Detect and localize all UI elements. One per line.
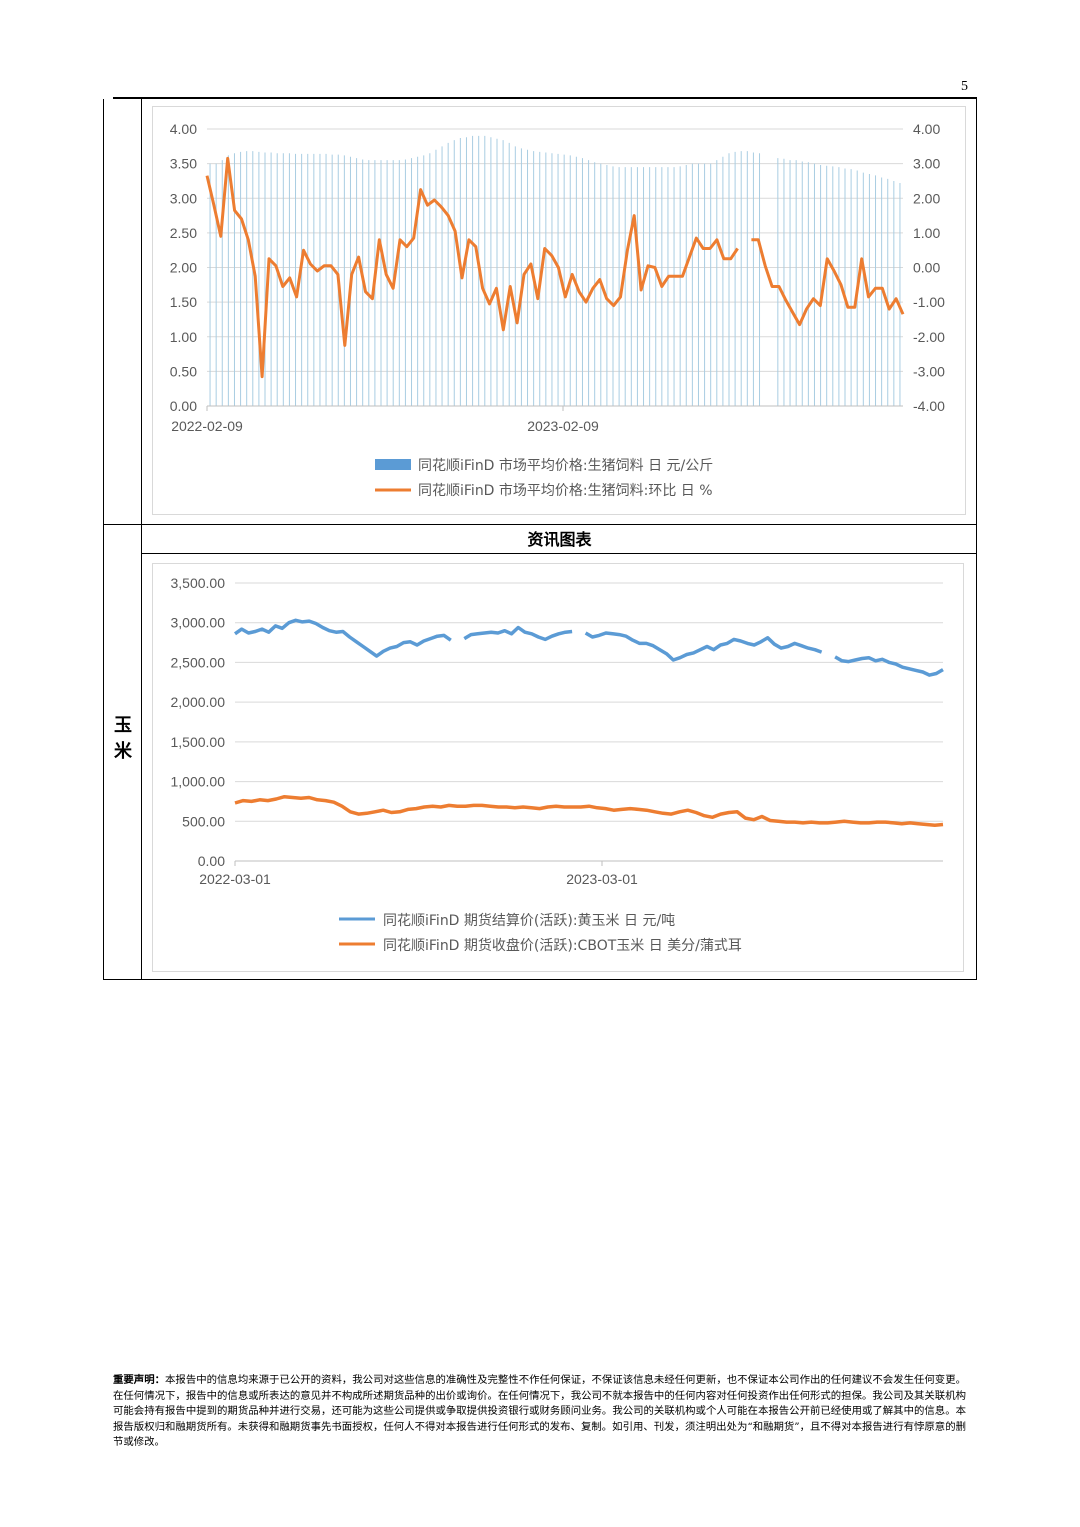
dce-corn-settlement-line (834, 655, 944, 677)
left-axis-tick-label: 1.50 (170, 294, 197, 310)
left-axis-tick-label: 4.00 (170, 121, 197, 137)
x-axis-tick-label: 2022-02-09 (171, 418, 243, 434)
corn-label-text: 玉米 (114, 715, 132, 762)
legend-label-feed-price: 同花顺iFinD 市场平均价格:生猪饲料 日 元/公斤 (418, 457, 713, 474)
y-axis-tick-label: 500.00 (182, 813, 225, 829)
table-bottom-border (103, 979, 977, 980)
left-axis-tick-label: 0.50 (170, 363, 197, 379)
y-axis-tick-label: 3,500.00 (171, 575, 226, 591)
feed-price-mom-line (751, 238, 905, 327)
table-left-border (103, 99, 104, 980)
feed-price-chart-svg: 0.00 0.50 1.00 1.50 2.00 2.50 3.00 3.50 4.00 -4.0… (170, 121, 945, 499)
left-axis-tick-label: 0.00 (170, 398, 197, 414)
disclaimer-body: 本报告中的信息均来源于已公开的资料，我公司对这些信息的准确性及完整性不作任何保证… (113, 1374, 966, 1449)
left-axis-tick-label: 1.00 (170, 329, 197, 345)
legend-label-cbot-corn: 同花顺iFinD 期货收盘价(活跃):CBOT玉米 日 美分/蒲式耳 (383, 937, 742, 954)
corn-row-label: 玉米 (104, 713, 142, 765)
disclaimer: 重要声明：本报告中的信息均来源于已公开的资料，我公司对这些信息的准确性及完整性不… (113, 1373, 966, 1451)
x-axis-tick-label: 2023-02-09 (527, 418, 599, 434)
y-axis-tick-label: 0.00 (198, 853, 225, 869)
table-row-divider (103, 524, 977, 525)
table-right-border (976, 99, 977, 980)
legend-label-dce-corn: 同花顺iFinD 期货结算价(活跃):黄玉米 日 元/吨 (383, 912, 675, 929)
right-axis-tick-label: 0.00 (913, 260, 940, 276)
y-axis-tick-label: 2,500.00 (171, 654, 226, 670)
left-axis-tick-label: 2.00 (170, 260, 197, 276)
dce-corn-settlement-line (233, 618, 452, 658)
dce-corn-settlement-line (584, 631, 823, 662)
corn-futures-chart: 0.00 500.00 1,000.00 1,500.00 2,000.00 2,500.… (152, 563, 964, 972)
table-column-divider (141, 99, 142, 980)
corn-futures-chart-svg: 0.00 500.00 1,000.00 1,500.00 2,000.00 2,500.… (171, 575, 944, 954)
y-axis-tick-label: 1,000.00 (171, 774, 226, 790)
right-axis-tick-label: -3.00 (913, 363, 945, 379)
left-axis-tick-label: 3.00 (170, 190, 197, 206)
left-axis-tick-label: 2.50 (170, 225, 197, 241)
right-axis-tick-label: 2.00 (913, 190, 940, 206)
y-axis-tick-label: 1,500.00 (171, 734, 226, 750)
cbot-corn-close-line (234, 794, 944, 828)
disclaimer-title: 重要声明： (113, 1374, 166, 1386)
right-axis-tick-label: 3.00 (913, 156, 940, 172)
section-title: 资讯图表 (527, 530, 592, 549)
right-axis-tick-label: -4.00 (913, 398, 945, 414)
dce-corn-settlement-line (463, 625, 573, 642)
table-top-border (113, 97, 977, 99)
right-axis-tick-label: -2.00 (913, 329, 945, 345)
right-axis-tick-label: 1.00 (913, 225, 940, 241)
legend-swatch-feed-price (375, 459, 411, 470)
right-axis-tick-label: 4.00 (913, 121, 940, 137)
left-axis-tick-label: 3.50 (170, 156, 197, 172)
section-title-underline (141, 553, 977, 554)
legend-label-feed-mom: 同花顺iFinD 市场平均价格:生猪饲料:环比 日 % (418, 482, 713, 499)
feed-price-mom-line (205, 156, 739, 379)
y-axis-tick-label: 2,000.00 (171, 694, 226, 710)
x-axis-tick-label: 2022-03-01 (199, 871, 271, 887)
y-axis-tick-label: 3,000.00 (171, 615, 226, 631)
page-number: 5 (961, 79, 968, 94)
feed-price-chart: 0.00 0.50 1.00 1.50 2.00 2.50 3.00 3.50 4.00 -4.0… (152, 106, 966, 515)
x-axis-tick-label: 2023-03-01 (566, 871, 638, 887)
right-axis-tick-label: -1.00 (913, 294, 945, 310)
